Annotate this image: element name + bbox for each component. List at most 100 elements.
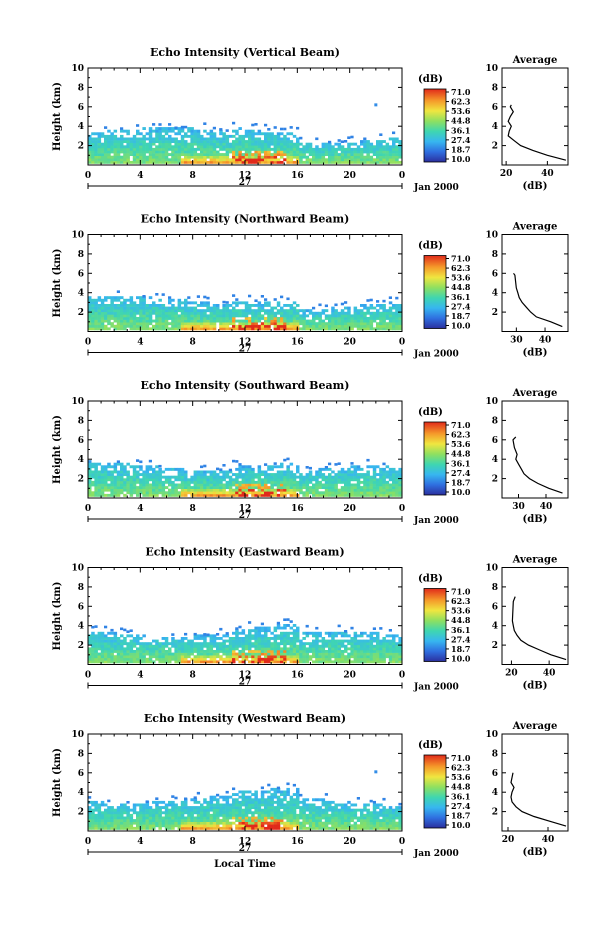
- x-tick-label: 0: [399, 338, 405, 348]
- y-tick-label: 2: [78, 641, 84, 651]
- heatmap-cells: [88, 783, 402, 830]
- colorbar-level: 44.8: [451, 782, 471, 792]
- x-tick-label: 4: [137, 671, 143, 681]
- profile-y-tick-label: 4: [492, 455, 498, 465]
- colorbar-level: 36.1: [451, 625, 470, 635]
- colorbar-level: 27.4: [451, 634, 471, 644]
- x-tick-label: 8: [190, 671, 196, 681]
- profile-y-tick-label: 8: [492, 416, 498, 426]
- colorbar-unit: (dB): [418, 574, 443, 585]
- heatmap-cells: [88, 618, 402, 663]
- profile-title: Average: [512, 388, 558, 399]
- colorbar: [424, 755, 446, 828]
- colorbar-level: 36.1: [451, 458, 470, 468]
- x-tick-label: 20: [343, 338, 356, 348]
- date-label: Jan 2000: [413, 350, 459, 360]
- profile-line: [512, 597, 566, 660]
- y-tick-label: 6: [78, 436, 84, 446]
- profile-y-tick-label: 6: [492, 769, 498, 779]
- colorbar-level: 18.7: [451, 810, 470, 820]
- panel-5: Echo Intensity (Westward Beam)Height (km…: [52, 712, 568, 870]
- y-tick-label: 8: [78, 83, 84, 93]
- profile-frame: [502, 568, 568, 665]
- y-axis-label: Height (km): [52, 415, 63, 484]
- colorbar-level: 18.7: [451, 311, 470, 321]
- colorbar: [424, 89, 446, 162]
- y-tick-label: 6: [78, 769, 84, 779]
- colorbar: [424, 256, 446, 329]
- colorbar-level: 44.8: [451, 449, 471, 459]
- colorbar-level: 10.0: [451, 487, 471, 497]
- x-tick-label: 4: [137, 171, 143, 181]
- colorbar-level: 62.3: [451, 97, 471, 107]
- profile-x-label: (dB): [523, 514, 548, 525]
- colorbar-level: 18.7: [451, 644, 470, 654]
- profile-y-tick-label: 10: [485, 231, 498, 241]
- colorbar-level: 36.1: [451, 791, 470, 801]
- profile-x-tick-label: 20: [500, 169, 513, 179]
- profile-x-tick-label: 30: [512, 502, 525, 512]
- colorbar-level: 27.4: [451, 301, 471, 311]
- heatmap-cells: [88, 122, 402, 164]
- profile-x-tick-label: 40: [539, 336, 552, 346]
- day-label: 27: [239, 345, 252, 355]
- panel-3: Echo Intensity (Southward Beam) Height (k…: [52, 379, 568, 526]
- x-tick-label: 0: [85, 671, 91, 681]
- x-tick-label: 8: [190, 171, 196, 181]
- x-tick-label: 8: [190, 837, 196, 847]
- x-tick-label: 20: [343, 171, 356, 181]
- y-tick-label: 4: [78, 788, 84, 798]
- x-tick-label: 20: [343, 837, 356, 847]
- y-tick-label: 8: [78, 749, 84, 759]
- colorbar-level: 18.7: [451, 477, 470, 487]
- day-label: 27: [239, 511, 252, 521]
- colorbar-level: 71.0: [451, 87, 471, 97]
- y-axis-label: Height (km): [52, 582, 63, 651]
- panel-title: Echo Intensity (Vertical Beam): [150, 46, 340, 59]
- panel-title: Echo Intensity (Eastward Beam): [145, 546, 344, 559]
- x-tick-label: 0: [399, 671, 405, 681]
- colorbar-level: 62.3: [451, 763, 471, 773]
- profile-x-label: (dB): [523, 681, 548, 692]
- y-tick-label: 4: [78, 622, 84, 632]
- x-tick-label: 4: [137, 504, 143, 514]
- profile-line: [514, 273, 563, 326]
- profile-y-tick-label: 6: [492, 269, 498, 279]
- colorbar-level: 27.4: [451, 801, 471, 811]
- day-label: 27: [239, 844, 252, 854]
- colorbar-level: 10.0: [451, 154, 471, 164]
- profile-y-tick-label: 2: [492, 142, 498, 152]
- x-axis-label: Local Time: [214, 859, 276, 870]
- profile-x-tick-label: 20: [505, 669, 518, 679]
- colorbar-level: 10.0: [451, 820, 471, 830]
- y-tick-label: 4: [78, 455, 84, 465]
- colorbar: [424, 589, 446, 662]
- colorbar-level: 71.0: [451, 420, 471, 430]
- profile-x-tick-label: 40: [541, 169, 554, 179]
- profile-x-tick-label: 40: [540, 502, 553, 512]
- profile-y-tick-label: 10: [485, 564, 498, 574]
- y-tick-label: 4: [78, 122, 84, 132]
- x-tick-label: 0: [399, 504, 405, 514]
- profile-y-tick-label: 6: [492, 436, 498, 446]
- date-label: Jan 2000: [413, 683, 459, 693]
- day-label: 27: [239, 678, 252, 688]
- colorbar-level: 27.4: [451, 468, 471, 478]
- x-tick-label: 16: [291, 837, 304, 847]
- colorbar-level: 44.8: [451, 116, 471, 126]
- profile-y-tick-label: 10: [485, 397, 498, 407]
- profile-x-tick-label: 40: [542, 835, 555, 845]
- x-tick-label: 0: [85, 171, 91, 181]
- colorbar-unit: (dB): [418, 407, 443, 418]
- y-tick-label: 10: [71, 397, 84, 407]
- panel-title: Echo Intensity (Northward Beam): [141, 213, 350, 226]
- profile-y-tick-label: 6: [492, 103, 498, 113]
- x-tick-label: 0: [399, 171, 405, 181]
- panel-title: Echo Intensity (Southward Beam): [141, 379, 350, 392]
- x-tick-label: 16: [291, 338, 304, 348]
- y-tick-label: 6: [78, 602, 84, 612]
- x-tick-label: 8: [190, 338, 196, 348]
- profile-y-tick-label: 2: [492, 641, 498, 651]
- y-axis-label: Height (km): [52, 249, 63, 318]
